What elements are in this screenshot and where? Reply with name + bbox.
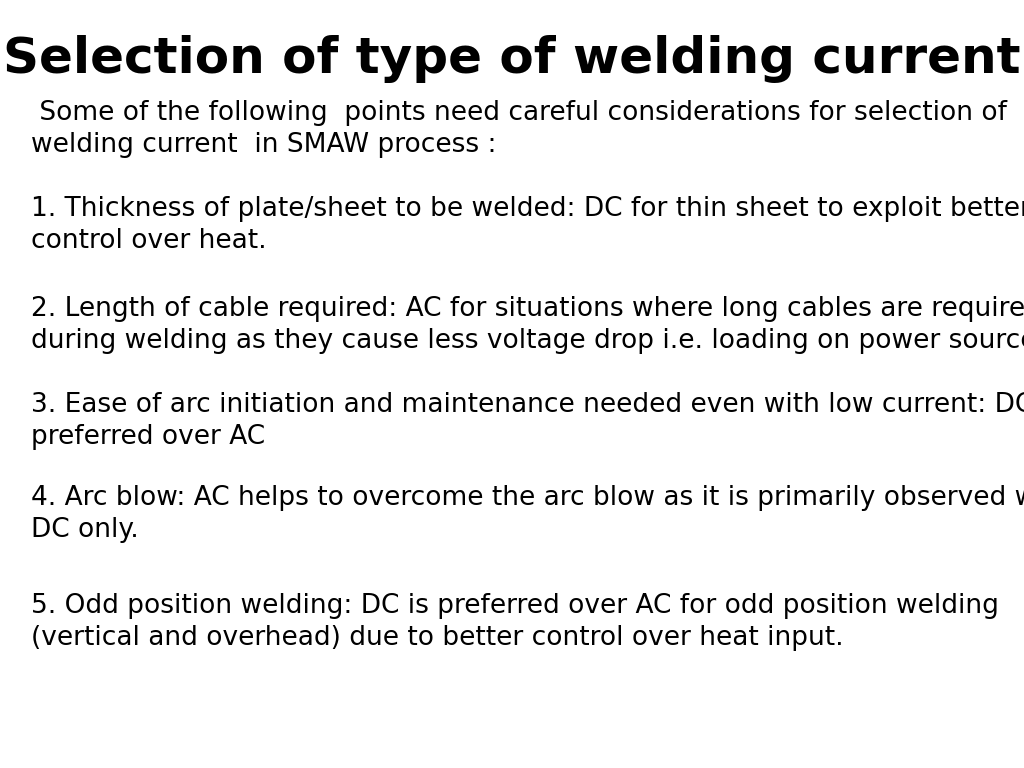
Text: 3. Ease of arc initiation and maintenance needed even with low current: DC
prefe: 3. Ease of arc initiation and maintenanc…	[31, 392, 1024, 450]
Text: 2. Length of cable required: AC for situations where long cables are required
du: 2. Length of cable required: AC for situ…	[31, 296, 1024, 354]
Text: Selection of type of welding current: Selection of type of welding current	[3, 35, 1021, 83]
Text: 4. Arc blow: AC helps to overcome the arc blow as it is primarily observed with
: 4. Arc blow: AC helps to overcome the ar…	[31, 485, 1024, 544]
Text: 1. Thickness of plate/sheet to be welded: DC for thin sheet to exploit better
co: 1. Thickness of plate/sheet to be welded…	[31, 196, 1024, 254]
Text: 5. Odd position welding: DC is preferred over AC for odd position welding
(verti: 5. Odd position welding: DC is preferred…	[31, 593, 998, 651]
Text: Some of the following  points need careful considerations for selection of
weldi: Some of the following points need carefu…	[31, 100, 1007, 158]
